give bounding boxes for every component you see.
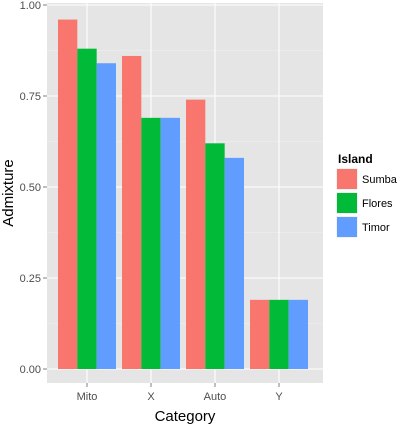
x-tick-label: X bbox=[147, 391, 155, 403]
y-tick-label: 1.00 bbox=[20, 0, 41, 12]
legend-swatch bbox=[337, 193, 357, 213]
bars bbox=[58, 19, 308, 370]
y-axis-title: Admixture bbox=[0, 159, 17, 227]
y-tick-label: 0.25 bbox=[20, 273, 41, 285]
bar bbox=[160, 117, 180, 369]
legend-label: Timor bbox=[362, 222, 390, 234]
bar bbox=[224, 157, 244, 369]
legend-title: Island bbox=[338, 152, 373, 166]
bar bbox=[122, 55, 142, 370]
bar bbox=[269, 299, 289, 369]
legend-label: Sumba bbox=[362, 174, 398, 186]
x-tick-label: Y bbox=[275, 391, 283, 403]
bar bbox=[250, 299, 270, 369]
bar bbox=[186, 99, 206, 369]
x-axis-title: Category bbox=[155, 408, 216, 424]
y-tick-label: 0.50 bbox=[20, 182, 41, 194]
legend-swatch bbox=[337, 217, 357, 237]
bar bbox=[141, 117, 161, 369]
x-tick-label: Mito bbox=[77, 391, 98, 403]
bar bbox=[77, 48, 97, 370]
bar bbox=[205, 143, 225, 369]
y-axis: 0.00 0.25 0.50 0.75 1.00 bbox=[20, 0, 47, 376]
legend-label: Flores bbox=[362, 198, 393, 210]
bar bbox=[58, 19, 78, 370]
bar bbox=[96, 63, 116, 370]
legend-swatch bbox=[337, 169, 357, 189]
legend: Island Sumba Flores Timor bbox=[336, 152, 398, 238]
x-tick-label: Auto bbox=[204, 391, 227, 403]
y-tick-label: 0.00 bbox=[20, 364, 41, 376]
x-axis: Mito X Auto Y bbox=[77, 383, 283, 403]
y-tick-label: 0.75 bbox=[20, 91, 41, 103]
bar bbox=[288, 299, 308, 369]
